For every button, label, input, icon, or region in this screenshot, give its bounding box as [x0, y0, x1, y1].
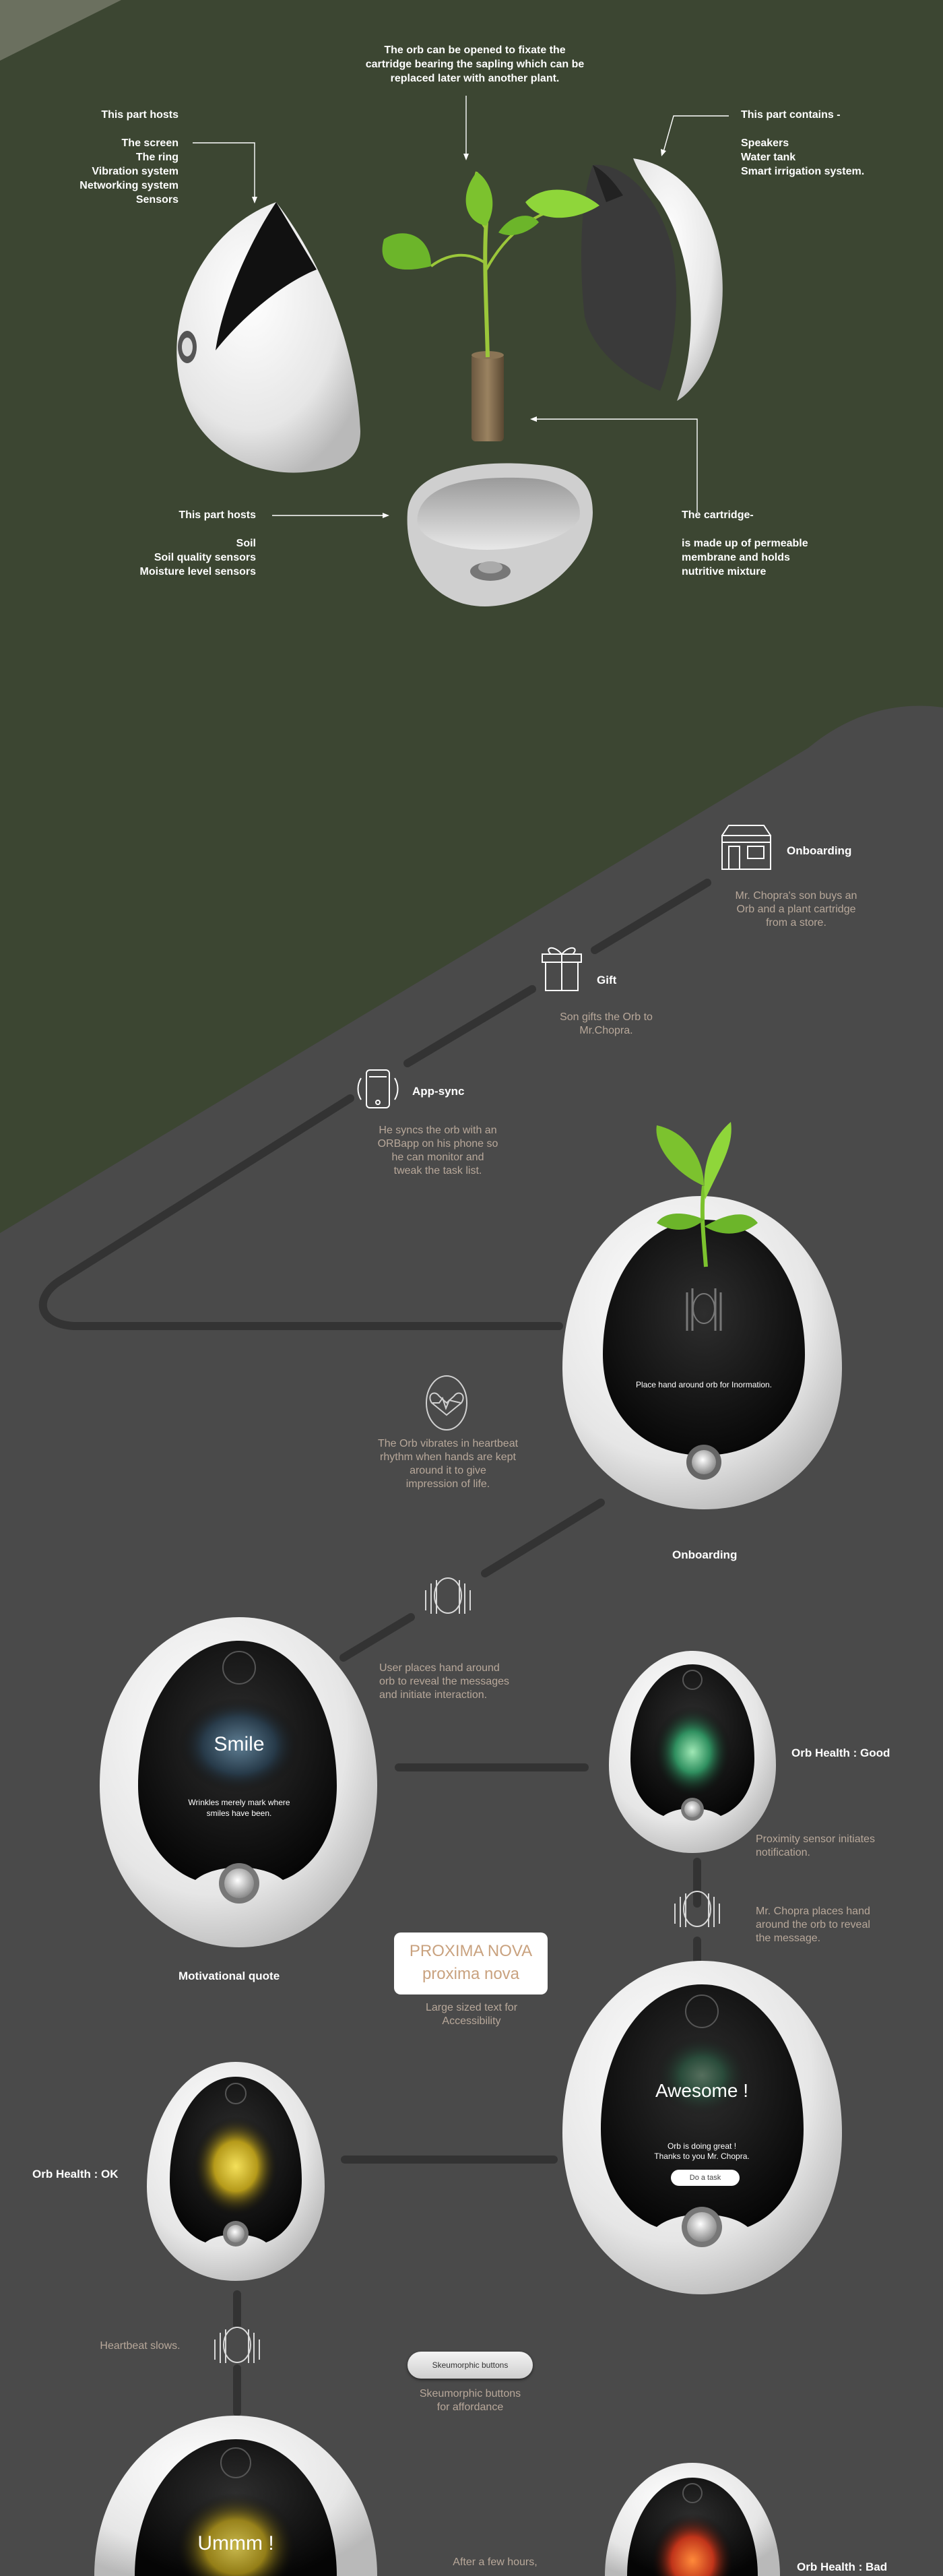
awesome-message: Orb is doing great ! Thanks to you Mr. C… — [654, 2141, 750, 2161]
health-good-label: Orb Health : Good — [791, 1747, 890, 1759]
font-sample-upper: PROXIMA NOVA — [409, 1942, 533, 1960]
phone-icon — [357, 1069, 399, 1108]
ummm-title: Ummm ! — [197, 2532, 274, 2554]
health-bad-label: Orb Health : Bad — [797, 2561, 888, 2573]
motivational-caption: Motivational quote — [178, 1970, 280, 1982]
few-hours-desc: After a few hours, — [453, 2556, 538, 2568]
appsync-step-title: App-sync — [412, 1085, 465, 1098]
smile-title: Smile — [214, 1733, 265, 1755]
corner-accent — [0, 0, 121, 61]
font-sample-card: PROXIMA NOVA proxima nova — [394, 1933, 548, 1994]
journey-path — [38, 879, 711, 2416]
gift-step-desc: Son gifts the Orb to Mr.Chopra. — [560, 1011, 653, 1036]
speaker-part-label: This part contains - Speakers Water tank… — [741, 109, 865, 177]
hands-icon-3 — [214, 2327, 260, 2363]
font-sample-lower: proxima nova — [422, 1965, 520, 1983]
onboarding-orb-caption: Onboarding — [672, 1548, 738, 1561]
chopra-hand-desc: Mr. Chopra places hand around the orb to… — [756, 1906, 870, 1944]
ummm-orb — [94, 2416, 377, 2576]
smile-orb — [100, 1617, 377, 1947]
onboarding-screen-text: Place hand around orb for Inormation. — [635, 1380, 773, 1389]
screen-shell-part — [176, 202, 360, 473]
heartbeat-slow-desc: Heartbeat slows. — [100, 2340, 181, 2352]
onboarding-step-desc: Mr. Chopra's son buys an Orb and a plant… — [735, 890, 857, 929]
proximity-desc: Proximity sensor initiates notification. — [756, 1833, 875, 1858]
callout-lines — [193, 96, 729, 518]
health-good-orb — [609, 1651, 776, 1853]
hands-desc: User places hand around orb to reveal th… — [379, 1662, 509, 1701]
awesome-orb — [562, 1961, 842, 2294]
health-ok-orb — [147, 2062, 325, 2281]
smile-quote: Wrinkles merely mark where smiles have b… — [188, 1798, 290, 1818]
skeumorphic-button-sample[interactable]: Skeumorphic buttons — [408, 2352, 533, 2379]
health-bad-orb — [605, 2463, 780, 2576]
hands-icon-2 — [674, 1891, 720, 1927]
orb-open-note: The orb can be opened to fixate the cart… — [365, 44, 585, 84]
cartridge-label: The cartridge- is made up of permeable m… — [682, 509, 808, 577]
heartbeat-desc: The Orb vibrates in heartbeat rhythm whe… — [377, 1438, 519, 1490]
gift-icon — [542, 947, 582, 991]
font-sample-desc: Large sized text for Accessibility — [425, 2002, 518, 2027]
do-task-button[interactable]: Do a task — [671, 2170, 740, 2186]
screen-part-label: This part hosts The screen The ring Vibr… — [79, 109, 178, 206]
heartbeat-icon — [426, 1375, 467, 1431]
store-icon — [721, 825, 771, 870]
sapling-cartridge — [382, 171, 599, 441]
awesome-title: Awesome ! — [655, 2080, 748, 2101]
gift-step-title: Gift — [597, 974, 617, 986]
onboarding-orb — [562, 1122, 842, 1509]
soil-bowl-part — [407, 463, 593, 606]
speaker-shell-part — [581, 158, 723, 401]
soil-part-label: This part hosts Soil Soil quality sensor… — [139, 509, 256, 577]
skeumorphic-desc: Skeumorphic buttons for affordance — [419, 2388, 521, 2413]
appsync-step-desc: He syncs the orb with an ORBapp on his p… — [377, 1125, 498, 1176]
health-ok-label: Orb Health : OK — [32, 2168, 119, 2180]
onboarding-step-title: Onboarding — [787, 844, 852, 857]
hands-icon — [425, 1577, 471, 1614]
